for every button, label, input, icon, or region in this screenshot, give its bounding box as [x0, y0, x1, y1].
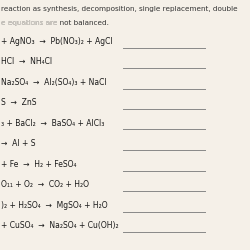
- Text: e equations are: e equations are: [1, 20, 60, 26]
- Text: ₃ + BaCl₂  →  BaSO₄ + AlCl₃: ₃ + BaCl₂ → BaSO₄ + AlCl₃: [1, 119, 104, 128]
- Text: Na₂SO₄  →  Al₂(SO₄)₃ + NaCl: Na₂SO₄ → Al₂(SO₄)₃ + NaCl: [1, 78, 107, 87]
- Text: HCl  →  NH₄Cl: HCl → NH₄Cl: [1, 57, 52, 66]
- Text: + Fe  →  H₂ + FeSO₄: + Fe → H₂ + FeSO₄: [1, 160, 76, 169]
- Text: reaction as synthesis, decomposition, single replacement, double: reaction as synthesis, decomposition, si…: [1, 6, 238, 12]
- Text: →  Al + S: → Al + S: [1, 139, 35, 148]
- Text: O₁₁ + O₂  →  CO₂ + H₂O: O₁₁ + O₂ → CO₂ + H₂O: [1, 180, 89, 189]
- Text: )₂ + H₂SO₄  →  MgSO₄ + H₂O: )₂ + H₂SO₄ → MgSO₄ + H₂O: [1, 201, 108, 210]
- Text: + AgNO₃  →  Pb(NO₃)₂ + AgCl: + AgNO₃ → Pb(NO₃)₂ + AgCl: [1, 37, 113, 46]
- Text: S  →  ZnS: S → ZnS: [1, 98, 36, 107]
- Text: e equations are not balanced.: e equations are not balanced.: [1, 20, 109, 26]
- Text: + CuSO₄  →  Na₂SO₄ + Cu(OH)₂: + CuSO₄ → Na₂SO₄ + Cu(OH)₂: [1, 221, 119, 230]
